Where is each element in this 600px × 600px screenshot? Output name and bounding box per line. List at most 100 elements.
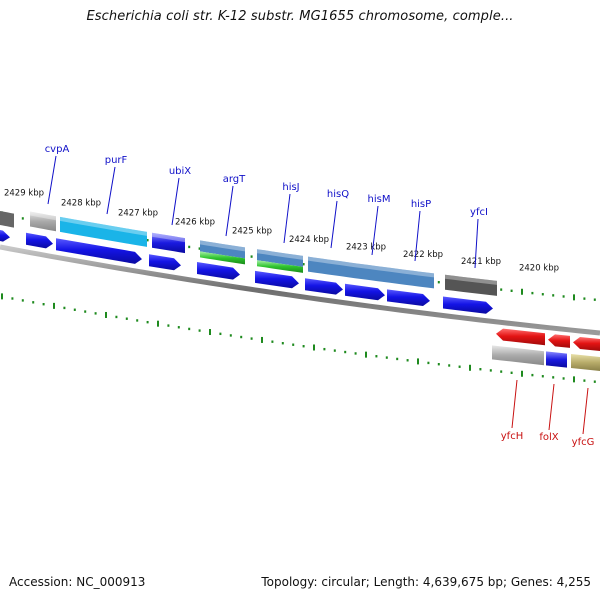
gene-name[interactable]: hisP: [411, 199, 431, 210]
minor-tick: [302, 263, 305, 266]
kbp-label: 2425 kbp: [232, 226, 272, 236]
cds-arrow-reverse[interactable]: [548, 334, 570, 348]
cds-arrow[interactable]: [305, 278, 343, 295]
forward-gene-feature[interactable]: [197, 240, 245, 280]
cds-arrow-reverse[interactable]: [496, 328, 545, 346]
gene-bar-highlight: [152, 232, 185, 243]
forward-gene-label[interactable]: hisM: [368, 194, 391, 256]
reverse-gene-feature[interactable]: [571, 337, 600, 371]
partial-feature-bar[interactable]: [0, 211, 14, 228]
green-feature-bar[interactable]: [257, 260, 303, 273]
gene-bar[interactable]: [200, 240, 245, 259]
gene-bar[interactable]: [30, 211, 56, 232]
minor-tick: [479, 368, 482, 371]
gene-name[interactable]: hisM: [368, 194, 391, 205]
minor-tick: [198, 329, 201, 332]
gene-name[interactable]: yfcI: [470, 207, 488, 218]
minor-tick: [562, 377, 565, 380]
gene-name[interactable]: hisJ: [282, 182, 299, 193]
forward-gene-label[interactable]: ubiX: [169, 166, 191, 226]
minor-tick: [177, 326, 180, 329]
gene-bar-reverse[interactable]: [571, 354, 600, 371]
gene-bar[interactable]: [390, 267, 434, 289]
gene-name[interactable]: yfcG: [572, 437, 595, 448]
forward-gene-label[interactable]: cvpA: [45, 144, 70, 205]
gene-bar[interactable]: [445, 274, 497, 296]
major-tick: [573, 294, 575, 301]
cds-arrow[interactable]: [345, 283, 385, 301]
forward-gene-label[interactable]: purF: [105, 155, 128, 215]
cds-arrow[interactable]: [443, 296, 493, 314]
minor-tick: [333, 349, 336, 352]
gene-name[interactable]: folX: [539, 432, 558, 443]
gene-bar[interactable]: [348, 262, 390, 283]
minor-tick: [531, 291, 534, 295]
cds-arrow[interactable]: [197, 262, 240, 280]
gene-bar[interactable]: [308, 256, 348, 278]
gene-bar-reverse[interactable]: [546, 351, 567, 368]
reverse-gene-feature[interactable]: [492, 328, 545, 366]
forward-gene-feature[interactable]: [387, 267, 434, 306]
minor-tick: [271, 340, 274, 343]
gene-name[interactable]: yfcH: [501, 431, 523, 442]
label-leader-line: [582, 387, 589, 435]
green-feature-bar[interactable]: [200, 251, 245, 265]
minor-tick: [94, 312, 97, 315]
gene-bar[interactable]: [257, 249, 303, 267]
minor-tick: [562, 295, 565, 298]
partial-cds-arrow[interactable]: [0, 230, 10, 242]
forward-gene-label[interactable]: hisP: [411, 199, 431, 262]
gene-bar[interactable]: [60, 216, 147, 247]
accession-text: Accession: NC_000913: [9, 575, 146, 589]
gene-name[interactable]: purF: [105, 155, 128, 166]
gene-name[interactable]: ubiX: [169, 166, 191, 177]
minor-tick: [510, 289, 513, 292]
minor-tick: [219, 332, 222, 336]
forward-gene-feature[interactable]: [443, 274, 497, 314]
major-tick: [53, 302, 55, 309]
minor-tick: [136, 319, 139, 322]
gene-bar-reverse[interactable]: [492, 345, 544, 366]
forward-gene-label[interactable]: hisQ: [327, 189, 349, 249]
kbp-label: 2421 kbp: [461, 257, 501, 267]
forward-gene-feature[interactable]: [255, 249, 303, 289]
forward-gene-feature[interactable]: [345, 262, 390, 301]
cds-arrow[interactable]: [387, 289, 430, 306]
cds-arrow-reverse[interactable]: [573, 337, 600, 351]
major-tick: [261, 336, 263, 343]
minor-tick: [385, 356, 388, 359]
reverse-gene-label[interactable]: folX: [539, 383, 559, 443]
gene-bar[interactable]: [152, 232, 185, 254]
gene-name[interactable]: hisQ: [327, 189, 349, 200]
kbp-label: 2423 kbp: [346, 243, 386, 253]
major-tick: [313, 344, 315, 351]
cds-arrow[interactable]: [26, 232, 53, 249]
major-tick: [573, 376, 575, 383]
forward-gene-feature[interactable]: [305, 256, 348, 295]
cds-arrow[interactable]: [149, 254, 181, 271]
minor-tick: [354, 352, 357, 355]
forward-gene-label[interactable]: yfcI: [470, 207, 488, 269]
forward-gene-label[interactable]: hisJ: [282, 182, 300, 244]
reverse-gene-label[interactable]: yfcG: [572, 387, 595, 448]
label-leader-line: [171, 177, 180, 226]
minor-tick: [344, 350, 347, 354]
gene-name[interactable]: argT: [223, 174, 246, 185]
minor-tick: [115, 315, 118, 319]
minor-tick: [292, 343, 295, 346]
minor-tick: [63, 306, 66, 310]
minor-tick: [302, 345, 305, 348]
minor-tick: [500, 370, 503, 373]
forward-gene-feature[interactable]: [149, 232, 185, 271]
cds-arrow[interactable]: [255, 270, 299, 289]
reverse-gene-feature[interactable]: [546, 334, 570, 368]
forward-gene-feature[interactable]: [26, 211, 56, 249]
reverse-gene-label[interactable]: yfcH: [501, 379, 523, 442]
cds-arrow[interactable]: [56, 238, 142, 264]
forward-gene-label[interactable]: argT: [223, 174, 246, 237]
gene-name[interactable]: cvpA: [45, 144, 70, 155]
forward-gene-feature[interactable]: [56, 216, 147, 264]
major-tick: [209, 329, 211, 336]
gene-bar-highlight: [390, 267, 434, 278]
